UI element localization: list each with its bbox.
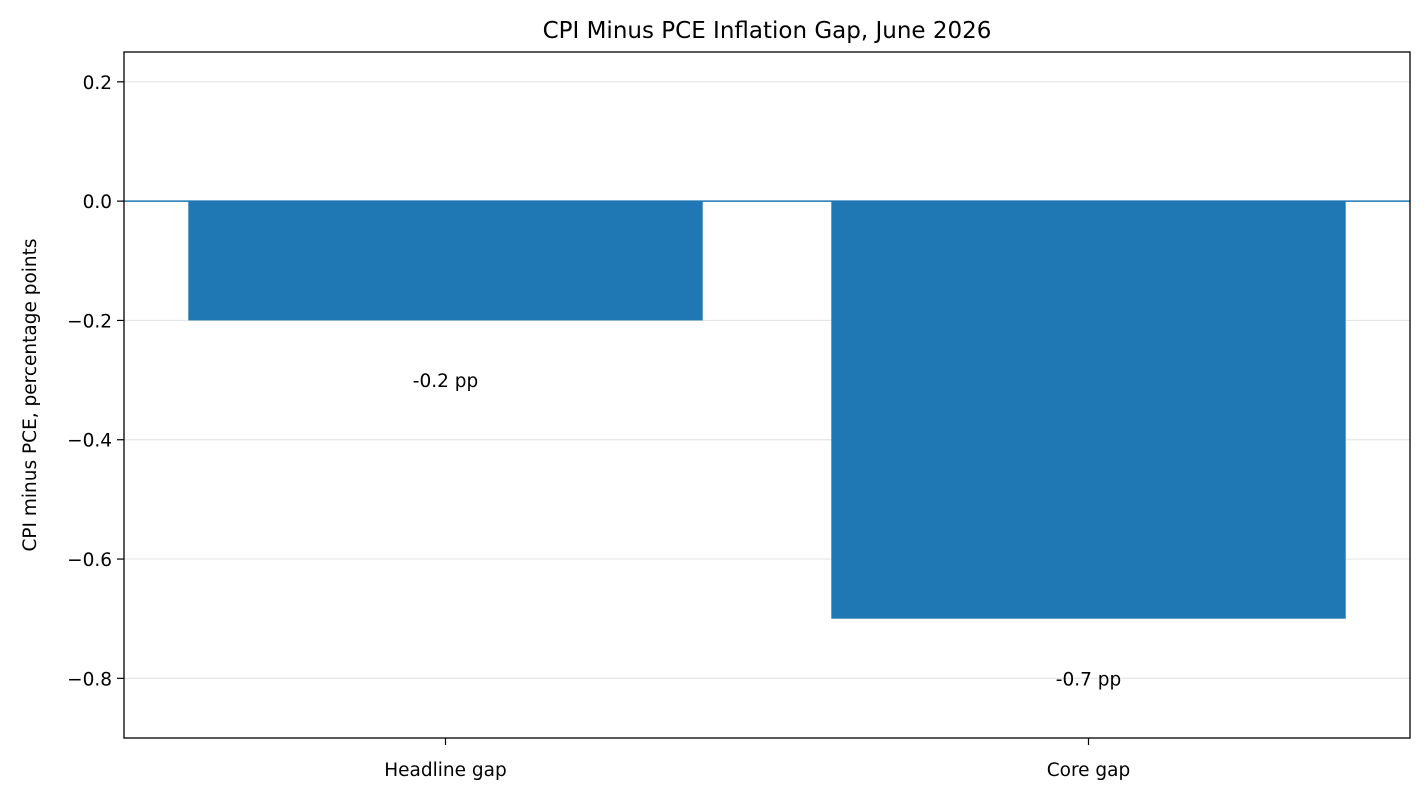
- y-tick-label: −0.4: [67, 431, 112, 452]
- data-labels: -0.2 pp -0.7 pp: [413, 371, 1121, 690]
- x-axis: Headline gap Core gap: [384, 738, 1130, 781]
- x-tick-label: Core gap: [1047, 760, 1131, 781]
- y-axis-label: CPI minus PCE, percentage points: [20, 238, 41, 551]
- y-tick-label: 0.0: [83, 192, 112, 213]
- y-tick-label: −0.2: [67, 311, 112, 332]
- data-label: -0.7 pp: [1056, 669, 1121, 690]
- bar-1: [831, 201, 1346, 619]
- bars: [188, 201, 1346, 619]
- plot-frame: [123, 51, 1411, 739]
- y-tick-label: −0.8: [67, 669, 112, 690]
- y-axis: 0.2 0.0 −0.2 −0.4 −0.6 −0.8: [67, 73, 124, 690]
- chart-title: CPI Minus PCE Inflation Gap, June 2026: [543, 18, 992, 44]
- x-tick-label: Headline gap: [384, 760, 506, 781]
- data-label: -0.2 pp: [413, 371, 478, 392]
- y-tick-label: 0.2: [83, 73, 112, 94]
- y-tick-label: −0.6: [67, 550, 112, 571]
- bar-0: [188, 201, 703, 321]
